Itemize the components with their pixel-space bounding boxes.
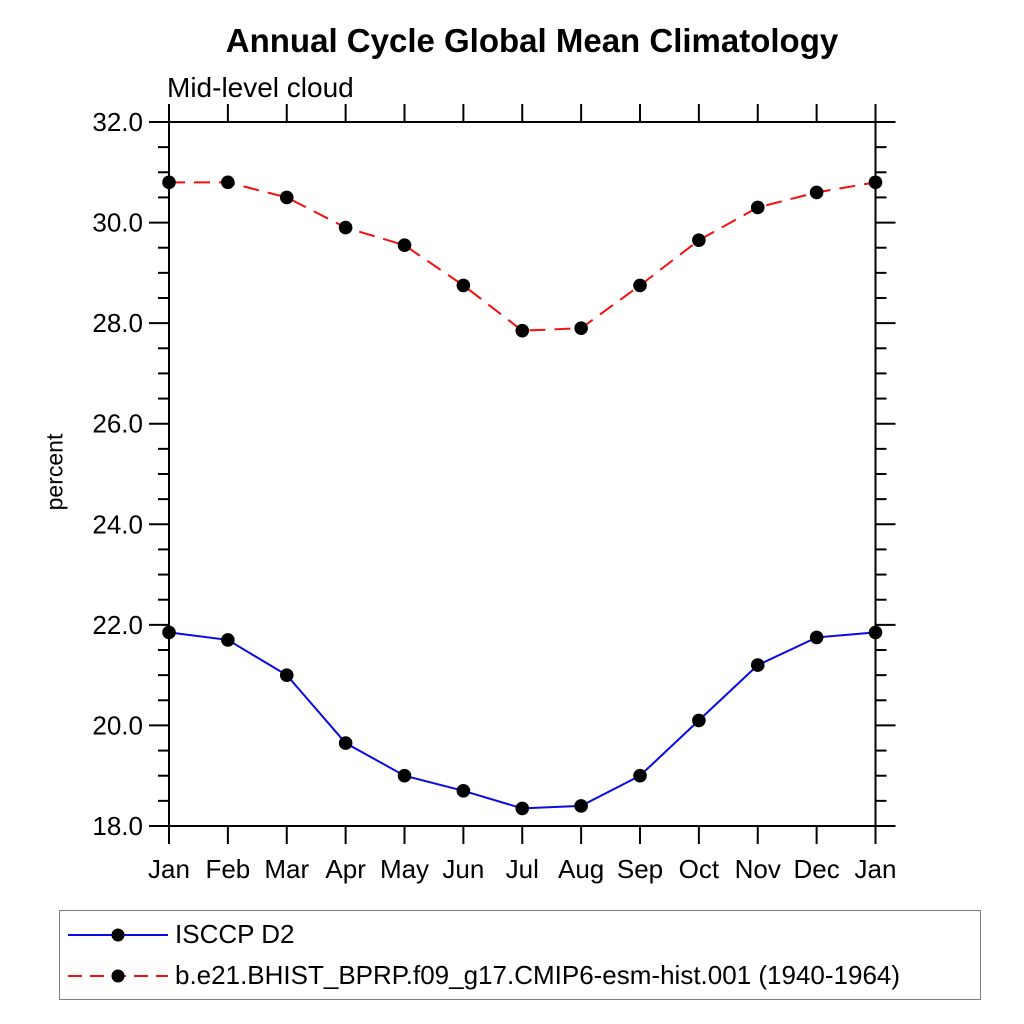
data-point-marker [750,200,765,215]
x-tick-label: Jan [148,854,190,884]
legend-marker-dot [111,928,125,941]
x-tick-label: Jul [506,854,539,884]
series-line-1 [169,181,876,332]
x-tick-label: Jan [855,854,897,884]
data-point-marker [456,278,471,293]
legend-sample-line-solid-icon [68,928,168,941]
series-line-0 [168,631,876,810]
data-point-marker [809,630,824,645]
y-tick-label: 32.0 [92,107,143,137]
x-tick-label: Feb [205,854,250,884]
data-point-marker [221,175,235,190]
data-point-marker [750,658,765,672]
data-point-marker [162,175,176,190]
data-point-marker [633,278,647,293]
data-point-marker [338,736,353,750]
data-point-marker [338,220,353,235]
x-tick-label: Mar [264,854,309,884]
data-point-marker [279,668,294,682]
x-tick-label: Nov [735,854,781,884]
data-point-marker [515,801,530,816]
plot-box [168,121,877,827]
legend-marker-dot [111,969,125,982]
data-point-marker [279,190,294,205]
x-tick-label: Jun [442,854,484,884]
data-point-marker [221,633,235,647]
x-tick-label: Apr [325,854,366,884]
chart-title: Annual Cycle Global Mean Climatology [225,22,839,59]
y-tick-label: 26.0 [92,409,143,439]
legend-label: ISCCP D2 [175,919,295,949]
x-tick-label: Dec [794,854,840,884]
legend-row-isccp: ISCCP D2 [66,914,980,955]
data-point-marker [574,321,588,335]
y-tick-label: 18.0 [92,811,143,841]
chart-subtitle: Mid-level cloud [167,72,354,103]
data-point-marker [574,799,588,813]
data-point-marker [397,238,412,252]
legend-sample-line-dashed-icon [68,969,168,982]
data-point-marker [692,713,706,728]
data-point-marker [868,625,883,640]
data-point-marker [692,233,706,247]
data-point-marker [515,323,530,338]
data-point-marker [456,784,471,798]
data-point-marker [868,175,883,190]
y-tick-label: 20.0 [92,710,143,740]
x-tick-label: May [380,854,429,884]
legend-row-model: b.e21.BHIST_BPRP.f09_g17.CMIP6-esm-hist.… [66,955,980,996]
y-tick-label: 24.0 [92,509,143,539]
data-point-marker [633,768,647,783]
legend-label: b.e21.BHIST_BPRP.f09_g17.CMIP6-esm-hist.… [175,960,901,990]
data-point-marker [809,185,824,200]
y-tick-label: 30.0 [92,208,143,238]
y-tick-label: 22.0 [92,610,143,640]
x-tick-label: Aug [558,854,604,884]
x-tick-label: Oct [679,854,720,884]
data-point-marker [397,768,412,783]
x-tick-label: Sep [617,854,663,884]
legend-box: ISCCP D2 b.e21.BHIST_BPRP.f09_g17.CMIP6-… [59,910,981,1000]
data-point-marker [162,625,176,640]
y-tick-label: 28.0 [92,308,143,338]
